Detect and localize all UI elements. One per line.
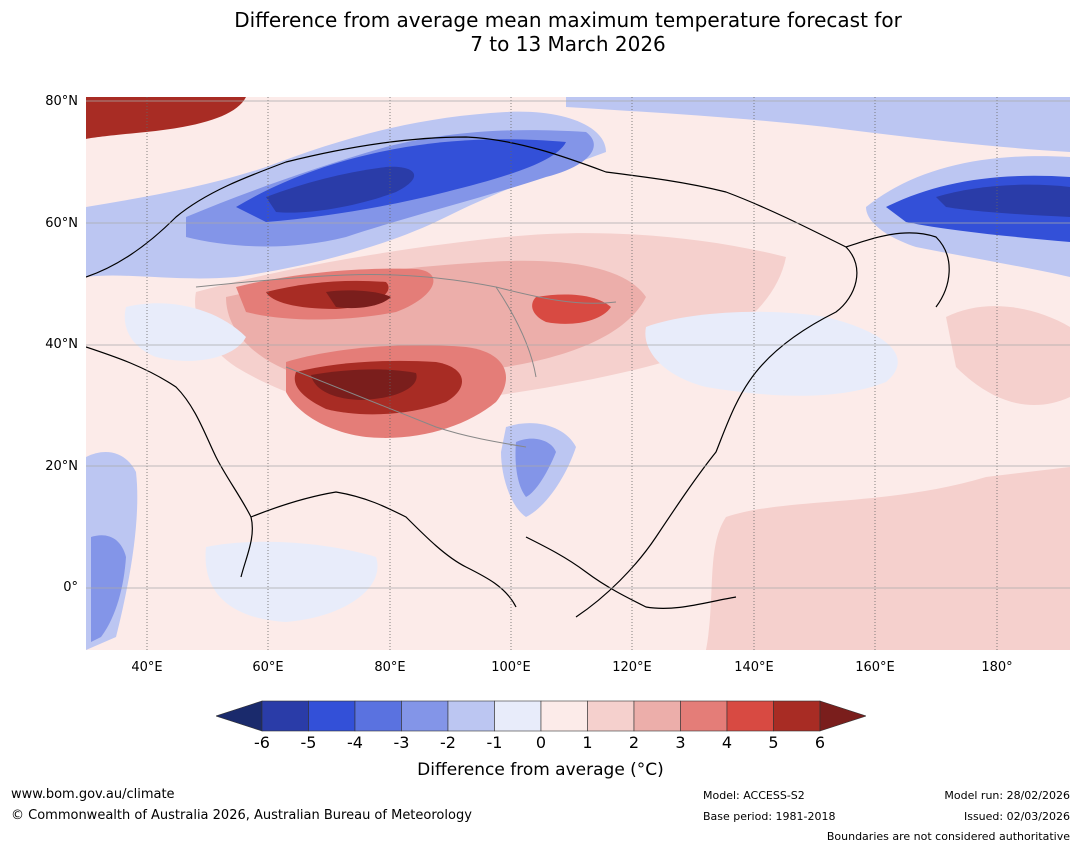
colorbar-cell — [587, 700, 635, 732]
colorbar-title: Difference from average (°C) — [417, 760, 664, 780]
lon-label-180: 180° — [981, 660, 1013, 675]
east-africa-cool-core — [91, 535, 126, 642]
colorbar-tick-label: -3 — [393, 733, 410, 752]
arctic-cool — [566, 97, 1070, 152]
colorbar-cell — [401, 700, 449, 732]
colorbar-cell — [540, 700, 588, 732]
ne-siberia-cool-core — [936, 184, 1070, 217]
lat-label-40n: 40°N — [45, 337, 78, 352]
lat-label-60n: 60°N — [45, 216, 78, 231]
colorbar-cell — [447, 700, 495, 732]
colorbar-tick-label: 3 — [675, 733, 686, 752]
title-line-2: 7 to 13 March 2026 — [470, 32, 666, 56]
arctic-warm-core — [86, 97, 246, 139]
coastline-north-east — [86, 136, 858, 618]
colorbar-tick-label: 4 — [721, 733, 733, 752]
indian-ocean-cool — [205, 541, 378, 622]
coastline-bay-of-bengal — [250, 491, 517, 608]
base-period-text: Base period: 1981-2018 — [703, 810, 836, 823]
colorbar-cell — [261, 700, 309, 732]
colorbar-tick-label: -1 — [486, 733, 503, 752]
chart-title: Difference from average mean maximum tem… — [0, 8, 1081, 56]
country-borders — [195, 274, 617, 448]
colorbar-tick-label: 5 — [768, 733, 779, 752]
gridlines-lon — [146, 97, 998, 650]
lon-label-140e: 140°E — [734, 660, 774, 675]
forecast-map[interactable] — [86, 97, 1070, 650]
model-text: Model: ACCESS-S2 — [703, 789, 805, 802]
pacific-warm-area — [706, 467, 1070, 650]
lat-label-80n: 80°N — [45, 94, 78, 109]
colorbar-tick-label: -6 — [254, 733, 270, 752]
colorbar-tick-label: 0 — [535, 733, 547, 752]
north-pacific-warm — [946, 306, 1070, 406]
colorbar-extend-low — [216, 700, 263, 732]
lon-label-160e: 160°E — [855, 660, 895, 675]
lon-label-40e: 40°E — [131, 660, 163, 675]
lat-label-20n: 20°N — [45, 459, 78, 474]
lat-label-0: 0° — [63, 580, 78, 595]
copyright-text: © Commonwealth of Australia 2026, Austra… — [11, 808, 472, 823]
model-run-text: Model run: 28/02/2026 — [944, 789, 1070, 802]
colorbar-tick-label: -5 — [300, 733, 317, 752]
tibet-hot-core — [311, 369, 417, 400]
colorbar-cell — [308, 700, 356, 732]
colorbar-cell — [773, 700, 821, 732]
kazakh-hot-core — [326, 290, 391, 309]
title-line-1: Difference from average mean maximum tem… — [234, 8, 902, 32]
coastline-indonesia — [525, 536, 737, 609]
website-link[interactable]: www.bom.gov.au/climate — [11, 787, 175, 802]
colorbar-cell — [354, 700, 402, 732]
colorbar-cell — [494, 700, 542, 732]
colorbar — [216, 700, 866, 732]
colorbar-cell — [633, 700, 681, 732]
map-canvas — [86, 97, 1070, 650]
colorbar-tick-label: -2 — [440, 733, 456, 752]
coastline-west-india — [86, 346, 253, 578]
colorbar-tick-label: 6 — [814, 733, 826, 752]
colorbar-tick-label: -4 — [347, 733, 363, 752]
colorbar-tick-label: 1 — [582, 733, 593, 752]
border-central-asia — [195, 274, 617, 304]
border-himalaya — [285, 366, 527, 448]
colorbar-extend-high — [819, 700, 866, 732]
lon-label-60e: 60°E — [252, 660, 284, 675]
lon-label-80e: 80°E — [374, 660, 406, 675]
colorbar-tick-label: 2 — [628, 733, 640, 752]
coastline-kamchatka — [845, 232, 950, 308]
disclaimer-text: Boundaries are not considered authoritat… — [826, 830, 1070, 843]
coastlines — [86, 136, 950, 618]
border-china-west — [495, 286, 537, 378]
colorbar-cell — [680, 700, 728, 732]
se-asia-cool-core — [515, 438, 556, 497]
siberia-cool-core — [266, 166, 415, 213]
nw-pacific-cool — [645, 311, 898, 396]
lon-label-100e: 100°E — [491, 660, 531, 675]
gridlines-lat — [86, 100, 1070, 589]
west-asia-cool — [124, 303, 246, 361]
mongolia-warm-core — [532, 294, 611, 324]
issued-text: Issued: 02/03/2026 — [963, 810, 1070, 823]
colorbar-cell — [726, 700, 774, 732]
lon-label-120e: 120°E — [612, 660, 652, 675]
